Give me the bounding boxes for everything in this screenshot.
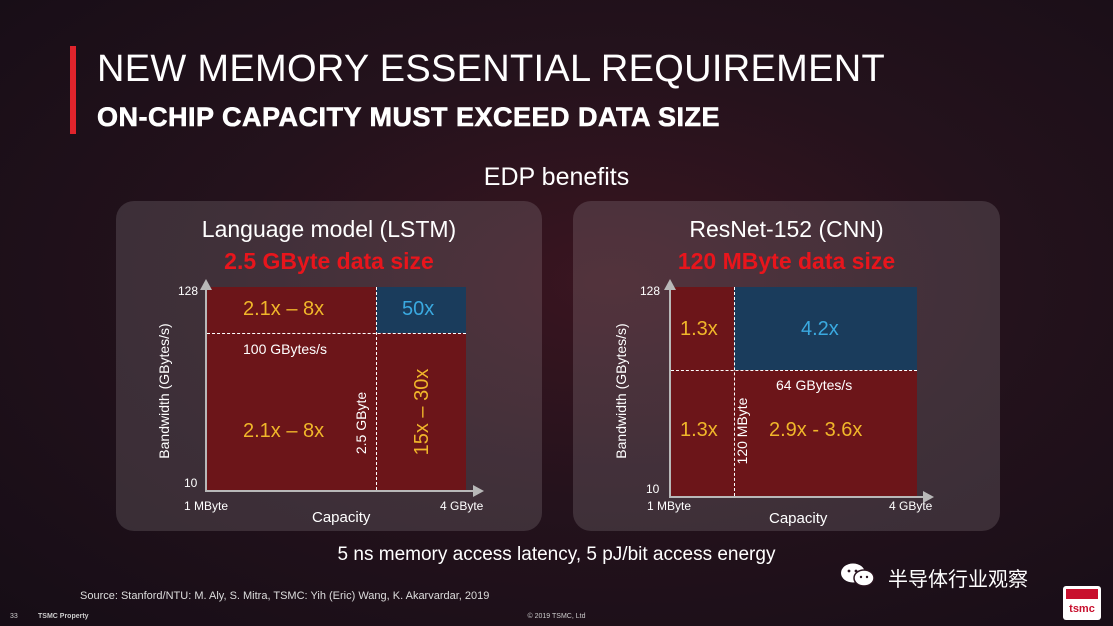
y-axis-arrow xyxy=(200,279,212,290)
y-tick-bottom: 10 xyxy=(184,476,198,490)
bandwidth-threshold-line xyxy=(207,333,466,334)
footer-summary: 5 ns memory access latency, 5 pJ/bit acc… xyxy=(337,544,776,565)
wechat-icon xyxy=(841,563,875,587)
x-axis-arrow xyxy=(473,485,484,497)
gain-top-right: 4.2x xyxy=(801,318,839,340)
x-axis-arrow xyxy=(923,491,934,503)
panel-title: ResNet-152 (CNN) xyxy=(689,216,884,242)
x-tick-right: 4 GByte xyxy=(440,499,484,513)
bandwidth-threshold-line xyxy=(671,370,917,371)
capacity-threshold-line xyxy=(734,287,735,496)
watermark-text: 半导体行业观察 xyxy=(888,569,1028,591)
source-citation: Source: Stanford/NTU: M. Aly, S. Mitra, … xyxy=(80,590,490,602)
panel-subtitle: 120 MByte data size xyxy=(677,248,896,274)
panel-title: Language model (LSTM) xyxy=(201,216,457,242)
panel-subtitle: 2.5 GByte data size xyxy=(224,248,434,274)
x-axis-label: Capacity xyxy=(769,510,828,527)
copyright: © 2019 TSMC, Ltd xyxy=(527,613,586,620)
x-axis xyxy=(669,496,925,498)
panel-lstm: Language model (LSTM) 2.5 GByte data siz… xyxy=(116,201,542,531)
y-axis-arrow xyxy=(664,279,676,290)
x-axis-label: Capacity xyxy=(312,509,371,526)
y-tick-top: 128 xyxy=(640,284,661,298)
x-tick-left: 1 MByte xyxy=(647,499,692,513)
region-high-capacity-high-bandwidth xyxy=(376,287,466,333)
slide-subtitle: ON-CHIP CAPACITY MUST EXCEED DATA SIZE xyxy=(97,102,721,133)
x-tick-right: 4 GByte xyxy=(889,499,933,513)
section-heading: EDP benefits xyxy=(483,163,630,191)
y-tick-bottom: 10 xyxy=(646,482,660,496)
bandwidth-threshold-label: 100 GBytes/s xyxy=(243,341,328,357)
gain-bottom-left: 2.1x – 8x xyxy=(243,420,325,442)
panel-resnet: ResNet-152 (CNN) 120 MByte data size 128… xyxy=(573,201,1000,531)
gain-bottom-right: 15x – 30x xyxy=(411,368,433,456)
logo-text: tsmc xyxy=(1069,603,1095,615)
title-accent-bar xyxy=(70,46,76,134)
slide-title: NEW MEMORY ESSENTIAL REQUIREMENT xyxy=(97,48,886,90)
bandwidth-threshold-label: 64 GBytes/s xyxy=(776,377,853,393)
gain-top-left: 1.3x xyxy=(680,318,718,340)
y-axis-label: Bandwidth (GBytes/s) xyxy=(613,323,629,459)
x-axis xyxy=(205,490,475,492)
gain-top-right: 50x xyxy=(402,298,435,320)
y-axis xyxy=(669,287,671,498)
property-label: TSMC Property xyxy=(38,613,89,620)
gain-bottom-right: 2.9x - 3.6x xyxy=(769,419,863,441)
y-axis xyxy=(205,287,207,492)
page-number: 33 xyxy=(10,613,18,620)
region-high-capacity-high-bandwidth xyxy=(734,287,917,370)
y-axis-label: Bandwidth (GBytes/s) xyxy=(156,323,172,459)
gain-top-left: 2.1x – 8x xyxy=(243,298,325,320)
gain-bottom-left: 1.3x xyxy=(680,419,718,441)
capacity-threshold-line xyxy=(376,287,377,490)
tsmc-logo-icon: tsmc xyxy=(1063,586,1101,620)
capacity-threshold-label: 120 MByte xyxy=(734,397,750,465)
y-tick-top: 128 xyxy=(178,284,199,298)
capacity-threshold-label: 2.5 GByte xyxy=(353,391,369,455)
x-tick-left: 1 MByte xyxy=(184,499,229,513)
